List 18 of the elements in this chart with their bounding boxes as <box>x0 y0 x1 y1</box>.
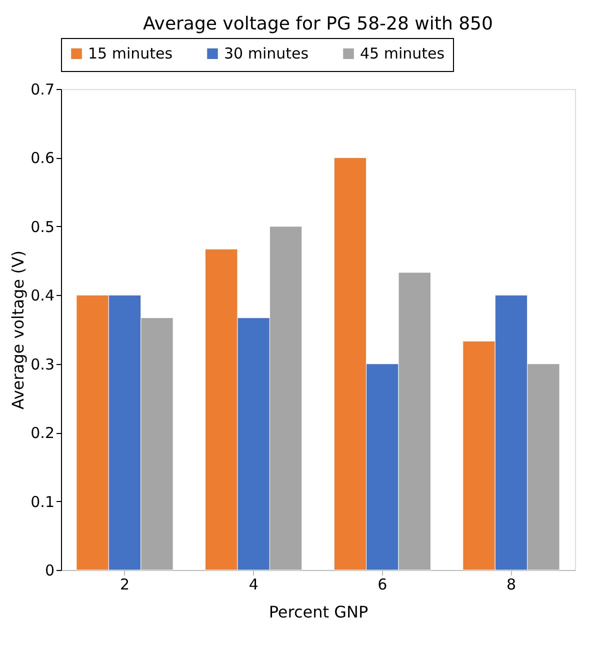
y-axis-title: Average voltage (V) <box>8 250 28 410</box>
x-tick-label: 4 <box>248 576 258 594</box>
x-tick-label: 2 <box>120 576 130 594</box>
y-tick-label: 0.7 <box>30 80 54 98</box>
y-tick-label: 0.3 <box>30 355 54 374</box>
y-tick-label: 0.4 <box>30 286 54 305</box>
x-tick-label: 6 <box>378 576 388 594</box>
y-tick-label: 0.5 <box>30 218 54 236</box>
y-tick-label: 0.2 <box>30 424 54 442</box>
y-tick-label: 0.6 <box>30 149 54 168</box>
legend-label: 45 minutes <box>360 44 445 63</box>
y-tick-label: 0 <box>44 562 54 580</box>
y-tick-label: 0.1 <box>30 492 54 511</box>
x-axis-title: Percent GNP <box>268 602 368 622</box>
legend-label: 30 minutes <box>224 44 309 63</box>
chart-title: Average voltage for PG 58-28 with 850 <box>143 14 493 34</box>
legend-label: 15 minutes <box>88 44 173 63</box>
x-tick-label: 8 <box>506 576 516 594</box>
